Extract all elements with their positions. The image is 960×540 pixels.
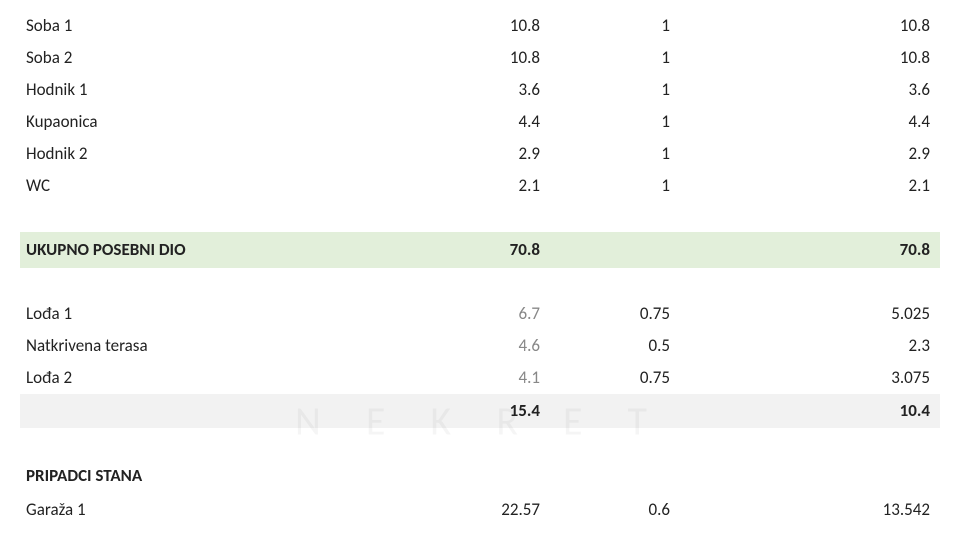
cell-coef: 0.75: [560, 303, 690, 324]
table-row: WC2.112.1: [20, 170, 940, 202]
table-row: [20, 0, 940, 10]
area-table: Soba 110.8110.8Soba 210.8110.8Hodnik 13.…: [0, 0, 960, 526]
cell-label: Kupaonica: [20, 111, 380, 132]
table-row: Garaža 122.570.613.542: [20, 494, 940, 526]
cell-area: 2.9: [380, 143, 560, 164]
table-row: Natkrivena terasa4.60.52.3: [20, 330, 940, 362]
cell-result: 13.542: [690, 499, 940, 520]
cell-label: WC: [20, 175, 380, 196]
cell-label: PRIPADCI STANA: [20, 465, 380, 486]
row-spacer: [20, 202, 940, 232]
cell-area: 3.6: [380, 79, 560, 100]
table-row: Soba 110.8110.8: [20, 10, 940, 42]
cell-area: 4.1: [380, 367, 560, 388]
cell-label: UKUPNO POSEBNI DIO: [20, 239, 380, 260]
row-spacer: [20, 428, 940, 458]
cell-result: 5.025: [690, 303, 940, 324]
cell-area: 6.7: [380, 303, 560, 324]
cell-label: Lođa 1: [20, 303, 380, 324]
table-row: 15.4 10.4: [20, 394, 940, 428]
cell-area: 4.4: [380, 111, 560, 132]
cell-label: Lođa 2: [20, 367, 380, 388]
cell-result: 70.8: [690, 239, 940, 260]
cell-label: Natkrivena terasa: [20, 335, 380, 356]
cell-area: 15.4: [380, 400, 560, 421]
cell-area: 10.8: [380, 15, 560, 36]
cell-area: 2.1: [380, 175, 560, 196]
cell-result: 2.3: [690, 335, 940, 356]
cell-area: 70.8: [380, 239, 560, 260]
cell-coef: 1: [560, 143, 690, 164]
cell-coef: 1: [560, 15, 690, 36]
table-row: PRIPADCI STANA: [20, 458, 940, 494]
cell-area: 10.8: [380, 47, 560, 68]
cell-label: Soba 2: [20, 47, 380, 68]
table-row: UKUPNO POSEBNI DIO70.870.8: [20, 232, 940, 268]
table-row: Kupaonica4.414.4: [20, 106, 940, 138]
cell-label: Soba 1: [20, 15, 380, 36]
cell-result: 10.8: [690, 47, 940, 68]
table-row: Hodnik 22.912.9: [20, 138, 940, 170]
cell-result: 3.075: [690, 367, 940, 388]
cell-label: Garaža 1: [20, 499, 380, 520]
cell-result: 4.4: [690, 111, 940, 132]
cell-coef: 1: [560, 175, 690, 196]
cell-coef: 0.5: [560, 335, 690, 356]
cell-coef: 1: [560, 47, 690, 68]
cell-area: 22.57: [380, 499, 560, 520]
cell-coef: 0.75: [560, 367, 690, 388]
table-row: Hodnik 13.613.6: [20, 74, 940, 106]
cell-coef: 1: [560, 79, 690, 100]
cell-coef: 1: [560, 111, 690, 132]
cell-result: 10.4: [690, 400, 940, 421]
cell-result: 3.6: [690, 79, 940, 100]
cell-result: 2.1: [690, 175, 940, 196]
cell-area: 4.6: [380, 335, 560, 356]
table-row: Lođa 24.10.753.075: [20, 362, 940, 394]
cell-result: 2.9: [690, 143, 940, 164]
row-spacer: [20, 268, 940, 298]
cell-label: Hodnik 1: [20, 79, 380, 100]
cell-coef: 0.6: [560, 499, 690, 520]
cell-result: 10.8: [690, 15, 940, 36]
table-row: Soba 210.8110.8: [20, 42, 940, 74]
cell-label: Hodnik 2: [20, 143, 380, 164]
table-row: Lođa 16.70.755.025: [20, 298, 940, 330]
